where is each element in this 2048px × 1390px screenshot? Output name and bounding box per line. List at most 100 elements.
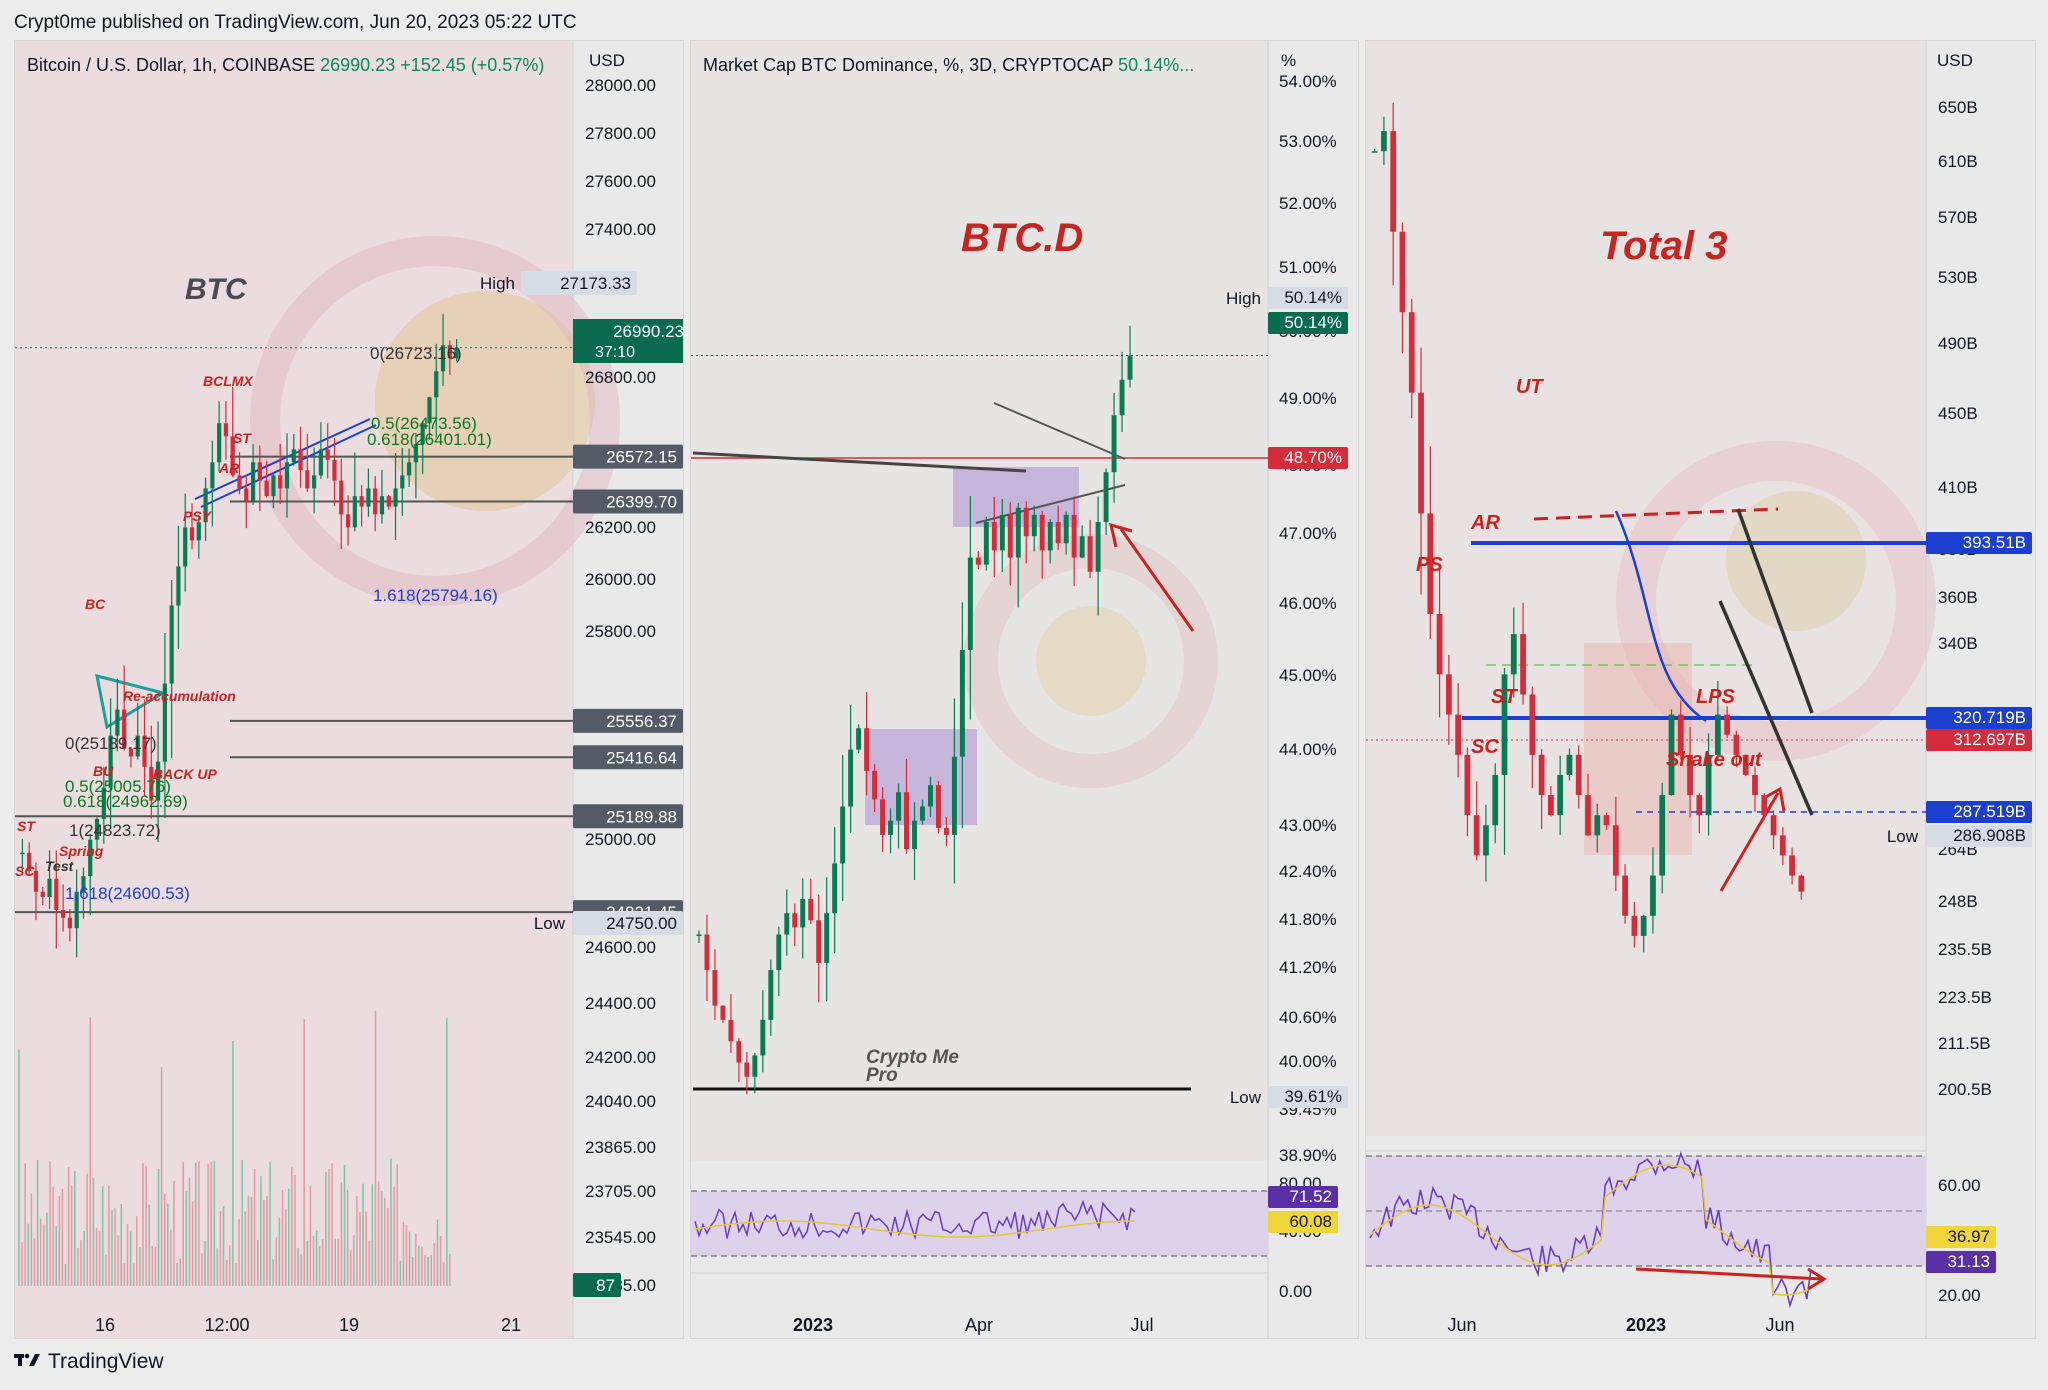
btcd-candle [1127,355,1133,380]
total3-candle [1677,714,1684,755]
btc-candle [393,488,398,507]
btcd-candle [1103,472,1109,522]
total3-chart-svg[interactable]: Total 3 UT AR PS ST SC LPS Shake out 650B 610B 570… [1366,41,2035,1338]
btc-level-box-bg [573,708,683,733]
total3-rsi-value: 36.97 [1947,1227,1990,1246]
btc-chart-panel[interactable]: BTC BCLMX ST AR PSY BC Re-accumulation BU BACK U… [14,40,684,1339]
btc-y-tick: 27800.00 [585,124,656,143]
total3-candle [1594,815,1601,836]
total3-y-tick: 248B [1938,892,1978,911]
btc-candle [176,566,181,606]
total3-candle [1603,815,1610,826]
btcd-candle [784,913,790,935]
total3-annotation: UT [1516,376,1544,398]
btc-last-box [573,319,683,363]
total3-low-line-box-bg [1926,801,2032,823]
total3-range-top-box: 393.51B [1963,533,2026,552]
btcd-resist-box-bg [1268,446,1348,469]
total3-candle [1668,714,1675,796]
total3-rsi-line [1369,1151,1812,1309]
total3-candle [1427,513,1434,615]
total3-candle [1418,392,1424,514]
total3-y-tick: 235.5B [1938,940,1992,959]
btc-y-tick: 27400.00 [585,220,656,239]
btc-candle [101,787,106,819]
total3-candle [1696,795,1703,816]
btc-candle [94,818,100,840]
btc-annotation: BC [85,596,106,612]
total3-y-tick: 650B [1938,98,1978,117]
btc-y-tick: 26200.00 [585,518,656,537]
btcd-candle [728,1019,734,1042]
btcd-candle [920,806,925,821]
btcd-candle [983,521,989,565]
btcd-y-tick: 43.00% [1279,816,1337,835]
btcd-candle [1071,514,1077,558]
btc-y-tick: 24200.00 [585,1048,656,1067]
btc-candle [257,462,262,481]
total3-candle [1752,774,1758,796]
btcd-y-tick: 47.00% [1279,524,1337,543]
btcd-candle [1039,514,1045,551]
btcd-trendline [692,451,1027,473]
total3-arrow-shaft [1719,792,1780,892]
btcd-y-tick: 40.00% [1279,1052,1337,1071]
total3-rsi-tick: 60.00 [1938,1176,1981,1195]
total3-candle [1631,915,1638,936]
total3-chart-panel[interactable]: Total 3 UT AR PS ST SC LPS Shake out 650B 610B 570… [1365,40,2036,1339]
btc-candle [135,735,140,757]
btc-annotation: BU [93,763,114,779]
total3-rsi-ma [1369,1164,1812,1296]
btcd-y-tick: 51.00% [1279,258,1337,277]
btc-candle [305,470,310,489]
btc-candle [33,870,39,892]
total3-y-tick: 450B [1938,404,1978,423]
total3-candle [1464,754,1471,816]
btcd-rsi-ma [694,1220,1136,1238]
btc-high-value: 27173.33 [560,274,631,293]
btc-candle [325,449,330,460]
btcd-candle [1111,415,1117,473]
btc-y-tick: 26800.00 [585,368,656,387]
btc-last-box-value: 26990.23 [613,322,683,341]
btcd-candle [768,970,774,1020]
btc-chart-svg[interactable]: BTC BCLMX ST AR PSY BC Re-accumulation BU BACK U… [15,41,683,1338]
btcd-candle [959,650,965,757]
total3-candle [1566,754,1573,775]
total3-low-label: Low [1887,827,1919,846]
btc-y-tick: 24040.00 [585,1092,656,1111]
btc-candle [366,488,371,507]
total3-y-tick: 610B [1938,152,1978,171]
btc-change: +152.45 (+0.57%) [400,55,545,75]
btcd-candle [1063,514,1069,544]
btcd-low-value: 39.61% [1284,1087,1342,1106]
btc-candle [122,709,127,749]
total3-rsi-value-bg [1926,1226,1996,1248]
btc-candle [108,735,113,788]
btc-candle [20,852,25,855]
total3-candle [1640,915,1647,936]
total3-candle [1473,815,1480,856]
btcd-chart-panel[interactable]: BTC.D Crypto Me Pro 54.00% 53.00% 52.00% 51.00… [690,40,1359,1339]
btc-last-price: 26990.23 [320,55,396,75]
btc-fib-label: 1.618(24600.53) [65,884,190,903]
btc-low-label: Low [534,914,566,933]
btcd-triangle-top [993,402,1126,460]
total3-y-tick: 340B [1938,634,1978,653]
btcd-candle [1079,536,1085,558]
btcd-rsi-ma-value: 60.08 [1289,1212,1332,1231]
total3-annotation: PS [1416,554,1443,576]
btcd-candle [880,799,886,835]
btcd-candle [800,898,806,928]
btcd-y-tick: 41.80% [1279,910,1337,929]
btc-candle [291,449,296,463]
btc-triangle [95,673,167,730]
total3-x-tick: Jun [1765,1315,1794,1335]
total3-last-box: 312.697B [1953,730,2026,749]
total3-candle [1492,774,1499,826]
footer: TradingView [14,1350,164,1374]
total3-candle [1575,754,1582,796]
btc-annotation: Re-accumulation [123,688,236,704]
btc-candle [244,488,249,502]
